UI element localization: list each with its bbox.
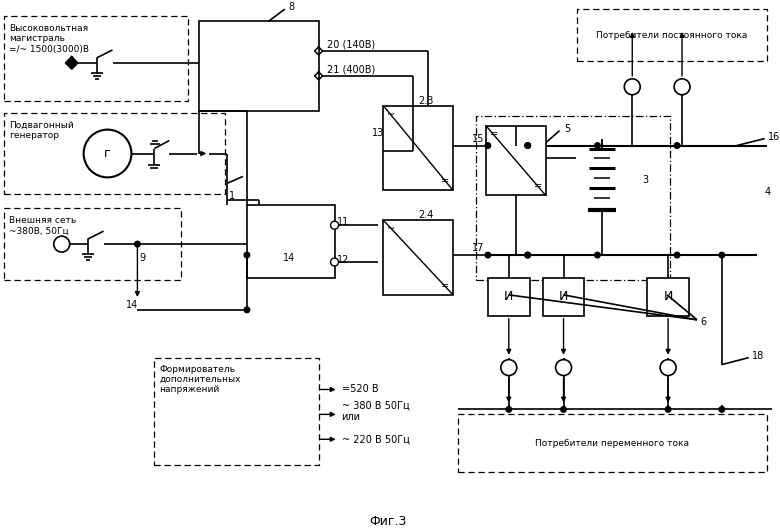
Circle shape	[660, 359, 676, 375]
Text: 14: 14	[282, 253, 295, 263]
Circle shape	[501, 359, 517, 375]
Text: =: =	[441, 281, 449, 291]
Circle shape	[525, 143, 530, 148]
Circle shape	[525, 143, 530, 148]
Text: Потребители постоянного тока: Потребители постоянного тока	[597, 30, 748, 39]
Bar	[4, 113, 225, 194]
Text: 4: 4	[764, 187, 771, 198]
Text: =: =	[441, 176, 449, 186]
Circle shape	[674, 143, 680, 148]
Text: 11: 11	[336, 217, 349, 227]
Circle shape	[555, 359, 572, 375]
Text: г: г	[105, 147, 111, 160]
Circle shape	[331, 221, 339, 229]
Circle shape	[485, 252, 491, 258]
Text: Высоковольтная
магистраль
=/~ 1500(3000)В: Высоковольтная магистраль =/~ 1500(3000)…	[9, 24, 89, 54]
Text: 18: 18	[752, 350, 764, 361]
Bar	[247, 205, 335, 278]
Circle shape	[525, 252, 530, 258]
Circle shape	[54, 236, 69, 252]
Text: 6: 6	[700, 317, 706, 327]
Text: 2.3: 2.3	[418, 96, 434, 106]
Text: Внешняя сеть
~380В, 50Гц: Внешняя сеть ~380В, 50Гц	[9, 216, 76, 236]
Text: ~ 220 В 50Гц: ~ 220 В 50Гц	[342, 434, 410, 444]
Text: Подвагонный
генератор: Подвагонный генератор	[9, 121, 74, 140]
Text: Фиг.3: Фиг.3	[370, 516, 407, 528]
Circle shape	[719, 407, 725, 412]
Text: И: И	[664, 290, 673, 303]
Text: ~: ~	[388, 110, 395, 119]
Text: 9: 9	[140, 253, 146, 263]
Circle shape	[485, 143, 491, 148]
Text: =: =	[490, 130, 498, 140]
Text: 20 (140В): 20 (140В)	[327, 40, 375, 50]
Text: ~ 380 В 50Гц
или: ~ 380 В 50Гц или	[342, 400, 410, 422]
Circle shape	[561, 407, 566, 412]
Circle shape	[135, 241, 140, 247]
Bar	[458, 414, 767, 472]
Text: 17: 17	[472, 243, 484, 253]
Bar	[383, 220, 453, 295]
Circle shape	[331, 258, 339, 266]
Text: 8: 8	[289, 2, 295, 12]
Polygon shape	[66, 57, 78, 69]
Text: 21 (400В): 21 (400В)	[327, 65, 375, 75]
Bar	[154, 357, 318, 465]
Text: 15: 15	[472, 134, 484, 143]
Text: Формирователь
дополнительных
напряжений: Формирователь дополнительных напряжений	[159, 365, 241, 395]
Circle shape	[594, 252, 600, 258]
Circle shape	[506, 407, 512, 412]
Text: И: И	[504, 290, 513, 303]
Circle shape	[594, 143, 600, 148]
Circle shape	[83, 130, 131, 177]
Text: 5: 5	[565, 124, 571, 134]
Text: 13: 13	[372, 127, 385, 138]
Circle shape	[244, 307, 250, 313]
Bar	[543, 278, 584, 316]
Bar	[647, 278, 689, 316]
Circle shape	[665, 407, 671, 412]
Bar	[4, 16, 188, 101]
Bar	[577, 9, 767, 61]
Text: ~: ~	[388, 224, 395, 234]
Text: 1: 1	[229, 191, 235, 201]
Text: =520 В: =520 В	[342, 384, 378, 395]
Circle shape	[624, 79, 640, 95]
Text: 16: 16	[768, 132, 780, 142]
Text: Потребители переменного тока: Потребители переменного тока	[535, 439, 690, 448]
Circle shape	[244, 252, 250, 258]
Bar	[486, 126, 546, 195]
Bar	[488, 278, 530, 316]
Text: 3: 3	[642, 175, 648, 185]
Text: И: И	[558, 290, 569, 303]
Bar	[383, 106, 453, 190]
Text: 14: 14	[126, 300, 139, 310]
Circle shape	[674, 252, 680, 258]
Circle shape	[525, 252, 530, 258]
Text: 12: 12	[336, 255, 349, 265]
Circle shape	[719, 252, 725, 258]
Text: 2.4: 2.4	[418, 210, 434, 220]
Bar	[4, 208, 181, 280]
Circle shape	[674, 79, 690, 95]
Text: =: =	[534, 182, 541, 191]
Bar	[476, 116, 670, 280]
Bar	[199, 21, 318, 110]
